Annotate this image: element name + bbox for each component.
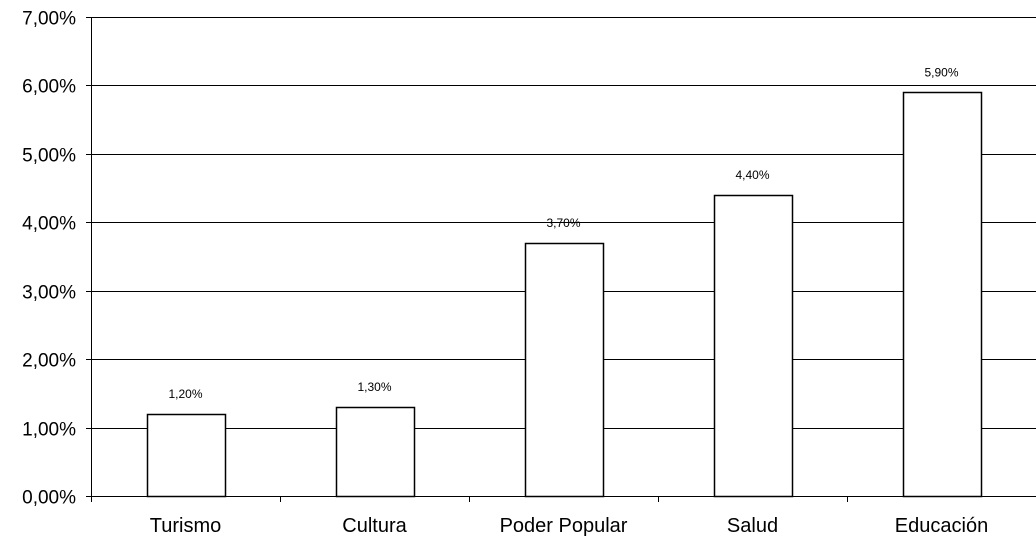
data-label: 3,70% [546,216,580,230]
y-tick-label: 7,00% [22,9,76,30]
bar [524,242,605,498]
y-tick-label: 0,00% [22,488,76,509]
bar [902,91,983,498]
x-category-label: Poder Popular [500,515,628,537]
y-tick-label: 4,00% [22,214,76,235]
bars [146,91,983,498]
labels: 0,00% 1,00% 2,00% 3,00% 4,00% 5,00% 6,00% 7,00%… [22,9,988,537]
data-label: 4,40% [735,168,769,182]
x-category-label: Educación [895,515,988,537]
bar [146,413,227,498]
data-label: 5,90% [924,65,958,79]
bar [713,194,794,498]
y-tick-label: 1,00% [22,420,76,441]
y-tick-label: 2,00% [22,351,76,372]
y-tick-label: 6,00% [22,77,76,98]
x-category-label: Turismo [150,515,221,537]
axes [86,17,1036,502]
y-tick-label: 5,00% [22,146,76,167]
x-category-label: Cultura [342,515,407,537]
y-tick-label: 3,00% [22,283,76,304]
data-label: 1,20% [168,387,202,401]
bar [335,406,416,498]
data-label: 1,30% [357,380,391,394]
x-category-label: Salud [727,515,778,537]
